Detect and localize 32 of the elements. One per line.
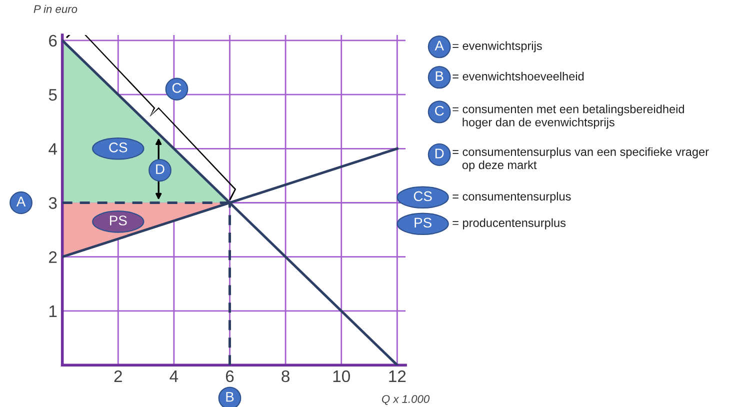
text: = evenwichtsprijs (452, 41, 542, 52)
text: CS (414, 191, 432, 202)
annotation: CS (109, 142, 128, 152)
text: = consumentensurplus van een specifieke vrager op deze markt (452, 147, 709, 172)
text: D (435, 148, 444, 158)
y-tick-label: 3 (48, 197, 57, 209)
annotation: C (172, 83, 182, 93)
text: = consumenten met een betalingsbereidheid hoger dan de evenwichtsprijs (452, 104, 684, 129)
text: C (435, 106, 444, 116)
text: A (16, 196, 26, 206)
y-tick-label: 5 (48, 89, 57, 101)
text: = evenwichtshoeveelheid (452, 72, 584, 80)
y-tick-label: 4 (48, 143, 57, 155)
x-axis-title: Q x 1.000 (382, 395, 430, 405)
text: B (436, 71, 444, 81)
text: PS (414, 218, 432, 228)
annotation: PS (110, 216, 127, 226)
y-tick-label: 6 (49, 34, 57, 47)
x-tick-label: 4 (170, 370, 178, 382)
x-tick-label: 2 (114, 370, 122, 382)
x-tick-label: 6 (226, 370, 234, 382)
x-tick-label: 10 (333, 370, 350, 382)
annotation: D (156, 164, 164, 174)
text: = producentensurplus (452, 218, 566, 230)
text: = consumentensurplus (452, 192, 571, 203)
x-tick-label: 12 (389, 370, 406, 382)
y-tick-label: 2 (49, 251, 57, 263)
text: A (434, 40, 444, 50)
x-tick-label: 8 (282, 370, 290, 382)
text: B (226, 392, 234, 402)
y-tick-label: 1 (49, 306, 57, 318)
y-axis-title: P in euro (34, 4, 78, 13)
